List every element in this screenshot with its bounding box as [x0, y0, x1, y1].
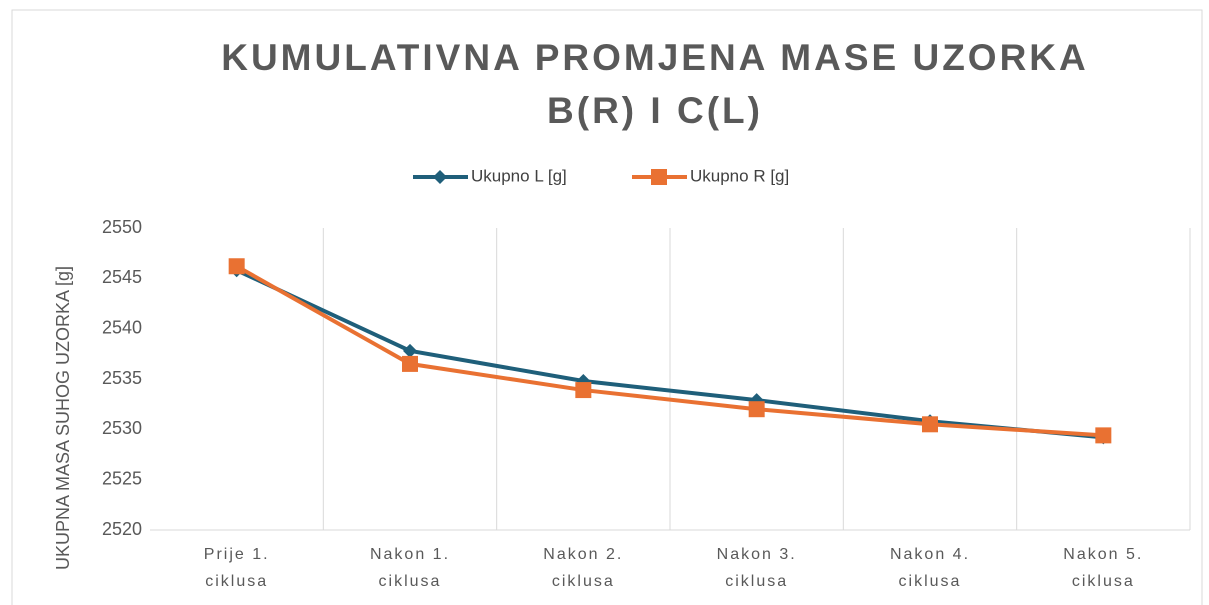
- chart-title: B(R) I C(L): [547, 90, 763, 131]
- y-tick-label: 2520: [102, 519, 142, 539]
- x-tick-label: Nakon 3. ciklusa: [717, 546, 797, 590]
- marker: [748, 401, 765, 418]
- marker: [922, 416, 938, 433]
- marker: [575, 382, 592, 399]
- series-line: [235, 264, 1104, 438]
- y-tick-label: 2525: [102, 468, 142, 488]
- x-tick-label: Nakon 1. ciklusa: [370, 546, 450, 590]
- y-tick-label: 2540: [102, 317, 142, 337]
- y-tick-label: 2530: [102, 418, 142, 438]
- y-tick-label: 2545: [102, 267, 142, 287]
- series-line: [235, 268, 1104, 440]
- x-tick-label: Nakon 4. ciklusa: [890, 546, 970, 590]
- y-axis-label: UKUPNA MASA SUHOG UZORKA [g]: [53, 266, 73, 570]
- chart-title: KUMULATIVNA PROMJENA MASE UZORKA: [221, 37, 1089, 78]
- marker: [433, 170, 447, 184]
- x-tick-label: Prije 1. ciklusa: [204, 546, 270, 590]
- y-tick-label: 2535: [102, 368, 142, 388]
- marker: [1095, 427, 1112, 444]
- marker: [403, 343, 417, 358]
- x-tick-label: Nakon 2. ciklusa: [543, 546, 623, 590]
- marker: [228, 258, 245, 275]
- x-tick-label: Nakon 5. ciklusa: [1063, 546, 1143, 590]
- marker: [402, 355, 418, 372]
- y-tick-label: 2550: [102, 217, 142, 237]
- legend-label: Ukupno L [g]: [471, 166, 567, 185]
- marker: [651, 169, 667, 185]
- chart-border: [11, 9, 1203, 605]
- legend-label: Ukupno R [g]: [690, 166, 789, 185]
